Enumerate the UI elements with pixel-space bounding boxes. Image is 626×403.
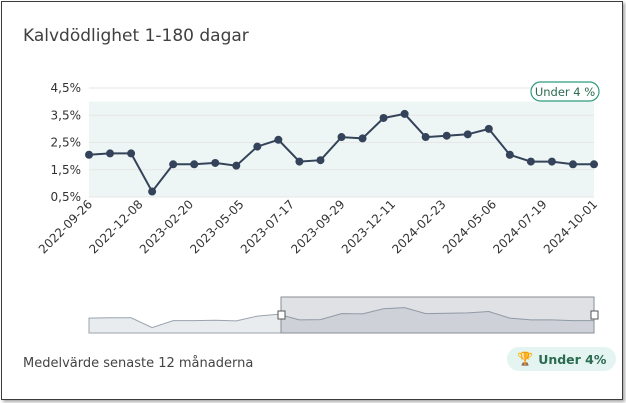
data-point[interactable] [169, 160, 178, 169]
trophy-icon: 🏆 [517, 351, 534, 367]
target-band-label: Under 4 % [535, 85, 595, 99]
data-point[interactable] [337, 133, 346, 142]
average-badge-text: Under 4% [538, 351, 607, 367]
series-points [85, 109, 598, 196]
data-point[interactable] [106, 149, 115, 158]
navigator-right-handle[interactable] [590, 310, 599, 320]
data-point[interactable] [505, 150, 514, 159]
data-point[interactable] [590, 160, 598, 169]
data-point[interactable] [547, 157, 556, 166]
target-band-badge: Under 4 % [530, 81, 600, 102]
navigator-selection[interactable] [280, 296, 595, 334]
data-point[interactable] [274, 135, 283, 144]
y-tick-label: 1,5% [51, 163, 82, 177]
data-point[interactable] [463, 130, 472, 139]
data-point[interactable] [526, 157, 535, 166]
data-point[interactable] [232, 161, 241, 170]
x-axis: 2022-09-262022-12-082023-02-202023-05-05… [36, 197, 600, 256]
y-tick-label: 0,5% [51, 190, 82, 204]
chart-title: Kalvdödlighet 1-180 dagar [23, 26, 249, 46]
data-point[interactable] [358, 134, 367, 143]
grid-lines [89, 87, 594, 198]
footer-label: Medelvärde senaste 12 månaderna [23, 356, 254, 371]
data-point[interactable] [442, 131, 451, 140]
data-point[interactable] [85, 150, 93, 159]
data-point[interactable] [253, 142, 262, 151]
target-band [89, 101, 594, 197]
data-point[interactable] [190, 160, 199, 169]
data-point[interactable] [484, 124, 493, 133]
y-tick-label: 4,5% [51, 81, 82, 95]
x-tick-label: 2024-10-01 [541, 197, 600, 256]
data-point[interactable] [421, 133, 430, 142]
y-tick-label: 2,5% [51, 136, 82, 150]
data-point[interactable] [127, 149, 136, 158]
data-point[interactable] [295, 157, 304, 166]
data-point[interactable] [400, 109, 409, 118]
y-tick-label: 3,5% [51, 108, 82, 122]
data-point[interactable] [211, 158, 220, 167]
data-point[interactable] [316, 156, 325, 165]
target-band-badge-frame [530, 81, 600, 102]
navigator-series [88, 307, 595, 334]
y-axis: 4,5% 3,5% 2,5% 1,5% 0,5% [51, 81, 82, 204]
average-badge: 🏆 Under 4% [507, 347, 617, 371]
data-point[interactable] [568, 160, 577, 169]
data-point[interactable] [379, 113, 388, 122]
data-point[interactable] [148, 187, 157, 196]
navigator-left-handle[interactable] [277, 310, 286, 320]
range-navigator[interactable] [88, 296, 599, 334]
